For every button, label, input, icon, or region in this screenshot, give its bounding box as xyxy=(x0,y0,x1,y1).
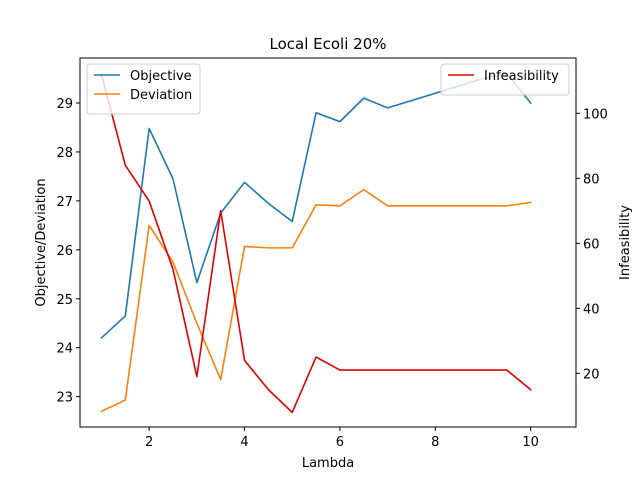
right-y-tick-label: 100 xyxy=(583,107,608,122)
right-y-tick-label: 80 xyxy=(583,172,600,187)
x-tick-label: 2 xyxy=(145,435,153,450)
x-tick-label: 8 xyxy=(431,435,439,450)
x-tick-label: 4 xyxy=(240,435,248,450)
legend-box xyxy=(440,63,570,96)
right-y-tick-label: 20 xyxy=(583,367,600,382)
legend-box xyxy=(86,63,201,115)
plot-frame xyxy=(79,57,577,428)
legend-label-deviation: Deviation xyxy=(130,88,192,103)
left-y-tick-label: 26 xyxy=(56,244,73,259)
right-axis-ticks: 20 40 60 80 100 xyxy=(576,107,608,382)
x-axis-ticks: 2 4 6 8 10 xyxy=(145,427,539,450)
left-y-tick-label: 23 xyxy=(56,391,73,406)
chart-title: Local Ecoli 20% xyxy=(270,35,387,53)
legend-left: Objective Deviation xyxy=(86,63,201,115)
legend-right: Infeasibility xyxy=(440,63,570,96)
left-y-tick-label: 27 xyxy=(56,195,73,210)
right-axis-label: Infeasibility xyxy=(618,205,633,280)
x-tick-label: 6 xyxy=(336,435,344,450)
x-axis-label: Lambda xyxy=(302,456,354,471)
left-axis-ticks: 23 24 25 26 27 28 29 xyxy=(56,97,80,406)
series-line-deviation xyxy=(100,188,532,413)
series-line-infeasibility xyxy=(100,73,532,414)
right-y-tick-label: 40 xyxy=(583,302,600,317)
left-y-tick-label: 25 xyxy=(56,293,73,308)
left-y-tick-label: 28 xyxy=(56,146,73,161)
x-tick-label: 10 xyxy=(522,435,539,450)
left-y-tick-label: 29 xyxy=(56,97,73,112)
left-y-tick-label: 24 xyxy=(56,342,73,357)
right-y-tick-label: 60 xyxy=(583,237,600,252)
legend-label-infeasibility: Infeasibility xyxy=(484,69,559,84)
legend-label-objective: Objective xyxy=(130,69,192,84)
left-axis-label: Objective/Deviation xyxy=(34,178,49,306)
